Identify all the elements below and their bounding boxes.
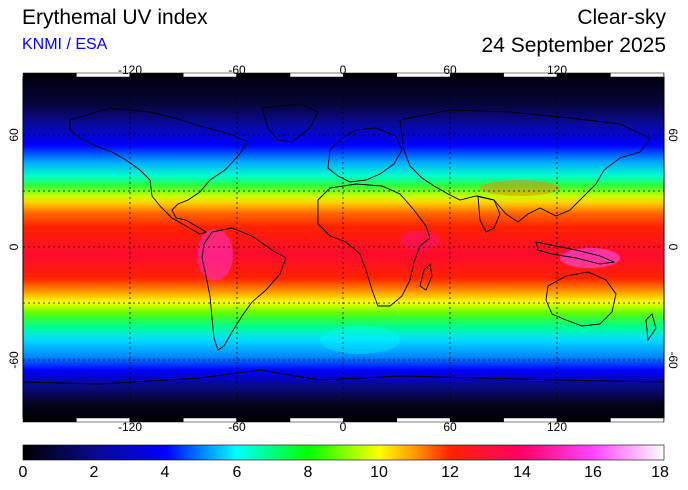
australia-coast: [545, 271, 617, 327]
lon-label-bottom: 60: [443, 420, 457, 434]
lon-label-top: 120: [547, 63, 567, 77]
coastlines: [23, 103, 664, 385]
border-tick-segment: [343, 72, 398, 78]
colorbar-label: 10: [370, 464, 388, 481]
colorbar-label: 18: [651, 464, 669, 481]
lon-label-top: -120: [118, 63, 142, 77]
lat-label-left: -60: [7, 351, 21, 369]
europe-coast: [327, 127, 403, 183]
border-tick-segment: [610, 72, 665, 78]
colorbar-label: 8: [303, 464, 313, 481]
border-tick-segment: [289, 417, 344, 423]
colorbar-label: 16: [584, 464, 602, 481]
colorbar-label: 0: [18, 464, 28, 481]
lon-label-top: 60: [443, 63, 457, 77]
colorbar-label: 14: [513, 464, 531, 481]
greenland-coast: [261, 103, 319, 143]
indonesia-coast: [535, 241, 616, 265]
border-tick-segment: [610, 417, 665, 423]
new-zealand-coast: [645, 313, 657, 342]
uv-field: [23, 77, 664, 418]
map-border-ticks: [22, 72, 665, 423]
uv-colorbar: [22, 444, 665, 461]
border-tick-segment: [449, 417, 504, 423]
graticule: [23, 77, 664, 418]
border-tick-segment: [449, 72, 504, 78]
lon-label-bottom: 120: [547, 420, 567, 434]
colorbar-label: 6: [232, 464, 242, 481]
east-africa-high-uv: [400, 230, 440, 250]
lat-label-right: 0: [666, 244, 680, 251]
lat-label-right: -60: [666, 351, 680, 369]
madagascar-coast: [419, 263, 433, 291]
lat-label-right: 60: [666, 128, 680, 142]
credit-label: KNMI / ESA: [22, 36, 108, 53]
lat-label-left: 0: [7, 243, 21, 250]
lat-label-left: 60: [7, 128, 21, 142]
andes-high-uv: [197, 229, 233, 281]
lon-label-bottom: -120: [118, 420, 142, 434]
border-tick-segment: [396, 72, 451, 78]
antarctica-coast: [23, 369, 664, 385]
indonesia-high-uv: [560, 248, 620, 268]
lon-label-bottom: 0: [340, 420, 347, 434]
sky-condition-label: Clear-sky: [577, 6, 666, 29]
lon-label-bottom: -60: [228, 420, 246, 434]
asia-coast: [399, 109, 651, 223]
colorbar-label: 4: [160, 464, 170, 481]
south-america-coast: [201, 227, 287, 351]
date-label: 24 September 2025: [481, 34, 666, 57]
border-tick-segment: [22, 417, 77, 423]
india-coast: [477, 195, 501, 233]
border-tick-segment: [22, 72, 77, 78]
colorbar-label: 2: [89, 464, 99, 481]
africa-coast: [317, 183, 431, 307]
border-tick-segment: [396, 417, 451, 423]
border-tick-segment: [343, 417, 398, 423]
lon-label-top: -60: [228, 63, 246, 77]
colorbar-label: 12: [441, 464, 459, 481]
lon-label-top: 0: [340, 63, 347, 77]
map-title: Erythemal UV index: [22, 6, 208, 29]
south-atlantic-band: [320, 326, 400, 354]
north-america-coast: [69, 107, 249, 235]
asia-warm-band: [480, 180, 560, 196]
border-tick-segment: [289, 72, 344, 78]
